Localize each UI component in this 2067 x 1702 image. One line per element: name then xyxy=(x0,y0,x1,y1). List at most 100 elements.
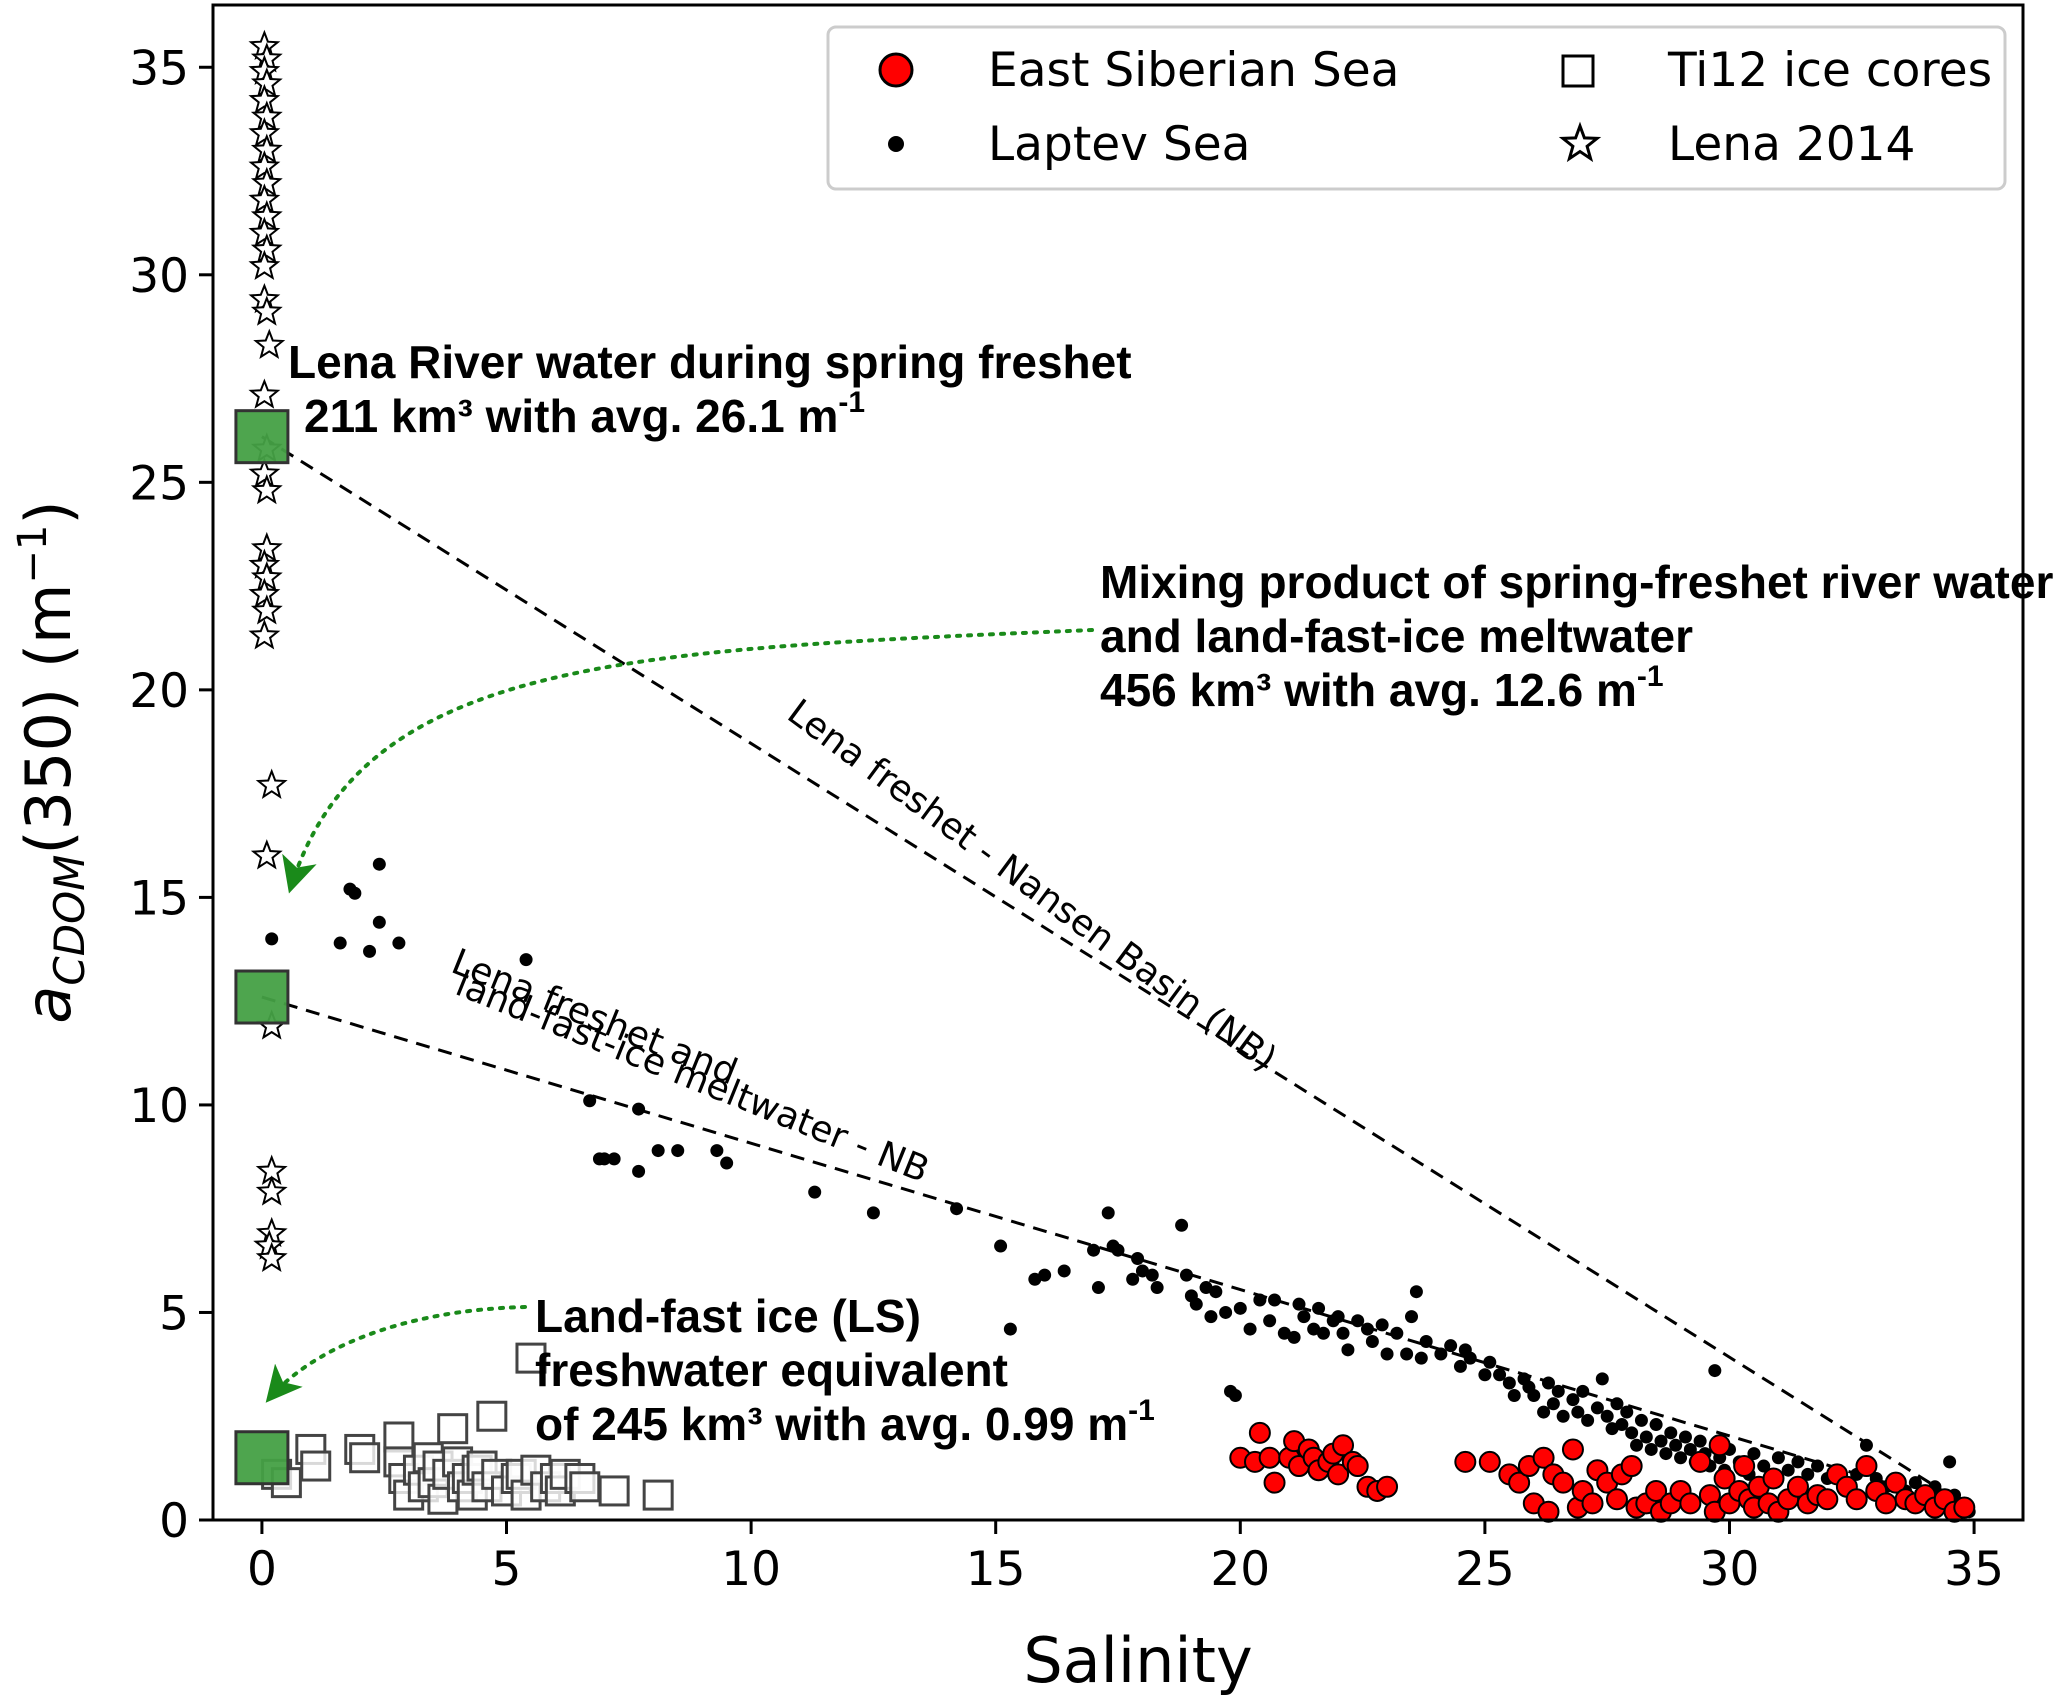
laptev-sea-point xyxy=(1135,1264,1149,1278)
lena-2014-point xyxy=(250,295,283,326)
laptev-sea-point xyxy=(1189,1297,1203,1311)
lena-2014-point xyxy=(250,531,283,563)
lena-2014-point xyxy=(248,249,281,281)
ice-annotation-line3: of 245 km³ with avg. 0.99 m-1 xyxy=(535,1394,1155,1450)
east-siberian-sea-point xyxy=(1645,1479,1668,1502)
ti12-ice-core-point xyxy=(515,1342,547,1374)
laptev-sea-point xyxy=(372,857,386,871)
laptev-sea-point xyxy=(1028,1272,1042,1286)
laptev-sea-point xyxy=(372,915,386,929)
y-axis-title-rest: (350) (m xyxy=(12,584,85,855)
laptev-sea-point xyxy=(607,1152,621,1166)
east-siberian-sea-point xyxy=(1258,1446,1281,1469)
laptev-sea-point xyxy=(1228,1388,1242,1402)
mixing-line xyxy=(261,435,1970,1509)
laptev-sea-point xyxy=(1087,1243,1101,1257)
laptev-sea-point xyxy=(1380,1347,1394,1361)
laptev-sea-point xyxy=(1287,1330,1301,1344)
endmember-squares xyxy=(234,409,290,1486)
laptev-sea-point xyxy=(1400,1347,1414,1361)
laptev-sea-point xyxy=(1179,1268,1193,1282)
laptev-sea-point xyxy=(265,932,279,946)
mixing-line xyxy=(261,995,1970,1509)
lena-2014-point xyxy=(253,328,286,359)
laptev-sea-point xyxy=(1644,1442,1658,1456)
lena-2014-point xyxy=(255,1241,288,1273)
laptev-sea-point xyxy=(1091,1281,1105,1295)
laptev-sea-point xyxy=(1630,1438,1644,1452)
ti12-ice-core-point xyxy=(349,1442,381,1474)
laptev-sea-point xyxy=(1581,1413,1595,1427)
east-siberian-sea-point xyxy=(1762,1467,1785,1490)
laptev-sea-point xyxy=(1131,1252,1145,1266)
lena-2014-point xyxy=(250,100,283,131)
laptev-sea-point xyxy=(1791,1455,1805,1469)
laptev-sea-point xyxy=(1312,1301,1326,1315)
laptev-sea-point xyxy=(1199,1281,1213,1295)
laptev-sea-point xyxy=(1360,1322,1374,1336)
laptev-sea-point xyxy=(1654,1434,1668,1448)
laptev-sea-point xyxy=(808,1185,822,1199)
x-axis-ticks: 0 5 10 15 20 25 30 35 xyxy=(247,1520,2004,1597)
laptev-sea-point xyxy=(1341,1343,1355,1357)
laptev-sea-point xyxy=(1409,1285,1423,1299)
lena-2014-point xyxy=(250,473,283,505)
laptev-sea-point xyxy=(1507,1388,1521,1402)
lena-2014-point xyxy=(248,577,281,608)
lena-2014-point xyxy=(248,619,281,650)
laptev-sea-point xyxy=(1537,1405,1551,1419)
laptev-sea-point xyxy=(1038,1268,1052,1282)
ice-annotation-line1: Land-fast ice (LS) xyxy=(535,1290,921,1342)
laptev-sea-point xyxy=(1600,1409,1614,1423)
y-tick-label: 20 xyxy=(129,664,189,719)
ti12-ice-core-point xyxy=(476,1400,508,1432)
lena-2014-point xyxy=(250,133,283,164)
laptev-sea-point xyxy=(651,1144,665,1158)
laptev-sea-point xyxy=(1615,1418,1629,1432)
laptev-sea-point xyxy=(1268,1293,1282,1307)
laptev-sea-point xyxy=(1204,1310,1218,1324)
laptev-sea-point xyxy=(866,1206,880,1220)
nansen-line-label: Lena freshet - Nansen Basin (NB) xyxy=(780,692,1284,1080)
laptev-sea-point xyxy=(1331,1310,1345,1324)
laptev-sea-point xyxy=(583,1094,597,1108)
east-siberian-sea-point xyxy=(1855,1455,1878,1478)
x-tick-label: 15 xyxy=(966,1542,1026,1597)
laptev-sea-point xyxy=(1556,1409,1570,1423)
lena-2014-point xyxy=(250,166,283,198)
mix-annotation-line3: 456 km³ with avg. 12.6 m-1 xyxy=(1100,660,1664,716)
laptev-sea-point xyxy=(1859,1438,1873,1452)
laptev-sea-point xyxy=(1277,1326,1291,1340)
legend-label-east-siberian-sea: East Siberian Sea xyxy=(988,43,1399,98)
ice-annotation-text: of 245 km³ with avg. 0.99 m xyxy=(535,1398,1128,1450)
y-tick-label: 25 xyxy=(129,456,189,511)
laptev-sea-point xyxy=(1551,1384,1565,1398)
laptev-sea-point xyxy=(632,1102,646,1116)
legend: East Siberian Sea Laptev Sea Ti12 ice co… xyxy=(826,25,2007,191)
laptev-sea-point xyxy=(1478,1368,1492,1382)
laptev-sea-point xyxy=(1145,1268,1159,1282)
y-axis-title-end: ) xyxy=(12,500,85,524)
ti12-ice-core-point xyxy=(437,1413,469,1445)
lena-annotation-line1: Lena River water during spring freshet xyxy=(288,336,1132,388)
ice-annotation-line2: freshwater equivalent xyxy=(535,1344,1008,1396)
laptev-sea-point xyxy=(1747,1447,1761,1461)
legend-marker-ti12-ice-cores xyxy=(1561,54,1595,88)
east-siberian-sea-point xyxy=(1581,1492,1604,1515)
lena-2014-point xyxy=(250,839,283,870)
mix-annotation-sup: -1 xyxy=(1637,660,1664,693)
laptev-sea-point xyxy=(1101,1206,1115,1220)
laptev-sea-point xyxy=(1292,1297,1306,1311)
laptev-sea-point xyxy=(1541,1376,1555,1390)
east-siberian-sea-point xyxy=(1786,1475,1809,1498)
east-siberian-sea-point xyxy=(1605,1488,1628,1511)
lena-2014-point xyxy=(248,216,281,247)
laptev-sea-point xyxy=(1390,1326,1404,1340)
laptev-sea-point xyxy=(597,1152,611,1166)
legend-marker-east-siberian-sea xyxy=(878,52,914,88)
east-siberian-sea-point xyxy=(1816,1488,1839,1511)
y-axis-title-sub: CDOM xyxy=(45,855,94,986)
laptev-sea-point xyxy=(1659,1447,1673,1461)
east-siberian-sea-point xyxy=(1561,1438,1584,1461)
